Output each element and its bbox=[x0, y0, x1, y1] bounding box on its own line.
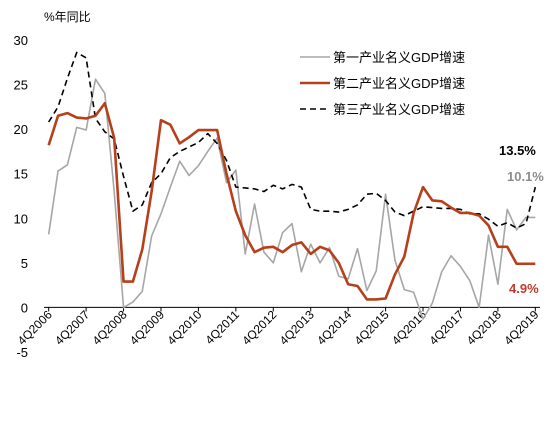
y-axis: -5 0 5 10 15 20 25 30 bbox=[14, 33, 28, 360]
legend-label-tertiary: 第三产业名义GDP增速 bbox=[333, 102, 465, 117]
annotation-primary-end-value: 10.1% bbox=[507, 169, 544, 184]
y-tick-label: 0 bbox=[21, 300, 28, 315]
legend-item-primary: 第一产业名义GDP增速 bbox=[300, 50, 465, 65]
x-tick-label: 4Q2015 bbox=[352, 307, 392, 347]
y-tick-label: 15 bbox=[14, 167, 28, 182]
y-tick-label: 5 bbox=[21, 256, 28, 271]
x-tick-label: 4Q2016 bbox=[389, 307, 429, 347]
x-tick-label: 4Q2012 bbox=[239, 307, 279, 347]
x-tick-label: 4Q2007 bbox=[52, 307, 92, 347]
y-tick-label: 10 bbox=[14, 211, 28, 226]
x-tick-label: 4Q2018 bbox=[464, 307, 504, 347]
x-tick-label: 4Q2017 bbox=[426, 307, 466, 347]
x-tick-label: 4Q2011 bbox=[203, 307, 243, 347]
legend-item-tertiary: 第三产业名义GDP增速 bbox=[300, 102, 465, 117]
legend: 第一产业名义GDP增速 第二产业名义GDP增速 第三产业名义GDP增速 bbox=[300, 50, 465, 117]
series-primary-line bbox=[47, 78, 536, 320]
x-tick-label: 4Q2014 bbox=[314, 307, 354, 347]
y-tick-label: 30 bbox=[14, 33, 28, 48]
x-tick-label: 4Q2019 bbox=[501, 307, 541, 347]
annotation-secondary-end-value: 4.9% bbox=[509, 281, 539, 296]
y-tick-label: 25 bbox=[14, 78, 28, 93]
y-tick-label: 20 bbox=[14, 122, 28, 137]
legend-label-primary: 第一产业名义GDP增速 bbox=[333, 50, 465, 65]
series-lines bbox=[47, 51, 537, 320]
legend-item-secondary: 第二产业名义GDP增速 bbox=[300, 76, 465, 91]
x-tick-label: 4Q2010 bbox=[164, 307, 204, 347]
series-tertiary-line bbox=[47, 51, 537, 229]
x-tick-label: 4Q2013 bbox=[277, 307, 317, 347]
x-tick-label: 4Q2008 bbox=[90, 307, 130, 347]
x-tick-label: 4Q2009 bbox=[127, 307, 167, 347]
series-secondary-line bbox=[47, 101, 536, 301]
x-axis: 4Q20064Q20074Q20084Q20094Q20104Q20114Q20… bbox=[15, 307, 542, 347]
legend-label-secondary: 第二产业名义GDP增速 bbox=[333, 76, 465, 91]
y-tick-label: -5 bbox=[16, 345, 28, 360]
y-axis-unit-label: %年同比 bbox=[44, 10, 91, 24]
annotation-tertiary-end-value: 13.5% bbox=[499, 143, 536, 158]
